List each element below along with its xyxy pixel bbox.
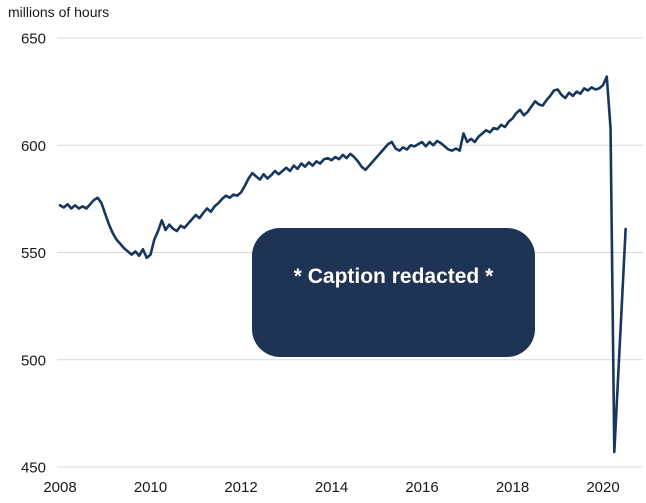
y-tick-label: 550 [21,245,46,262]
caption-box: * Caption redacted * [252,228,535,357]
x-axis-tick-labels: 2008 2010 2012 2014 2016 2018 2020 [43,479,619,496]
x-tick-label: 2012 [224,479,257,496]
y-tick-label: 450 [21,460,46,477]
x-tick-label: 2018 [496,479,529,496]
y-tick-label: 500 [21,352,46,369]
y-tick-label: 600 [21,138,46,155]
y-axis-unit-label: millions of hours [8,4,110,20]
x-tick-label: 2008 [43,479,76,496]
x-tick-label: 2014 [315,479,348,496]
x-tick-label: 2010 [134,479,167,496]
y-tick-label: 650 [21,31,46,48]
data-series-line [58,75,627,454]
y-axis-tick-labels: 650 600 550 500 450 [21,31,46,477]
x-tick-label: 2016 [405,479,438,496]
x-tick-label: 2020 [586,479,619,496]
caption-text: * Caption redacted * [293,265,494,288]
